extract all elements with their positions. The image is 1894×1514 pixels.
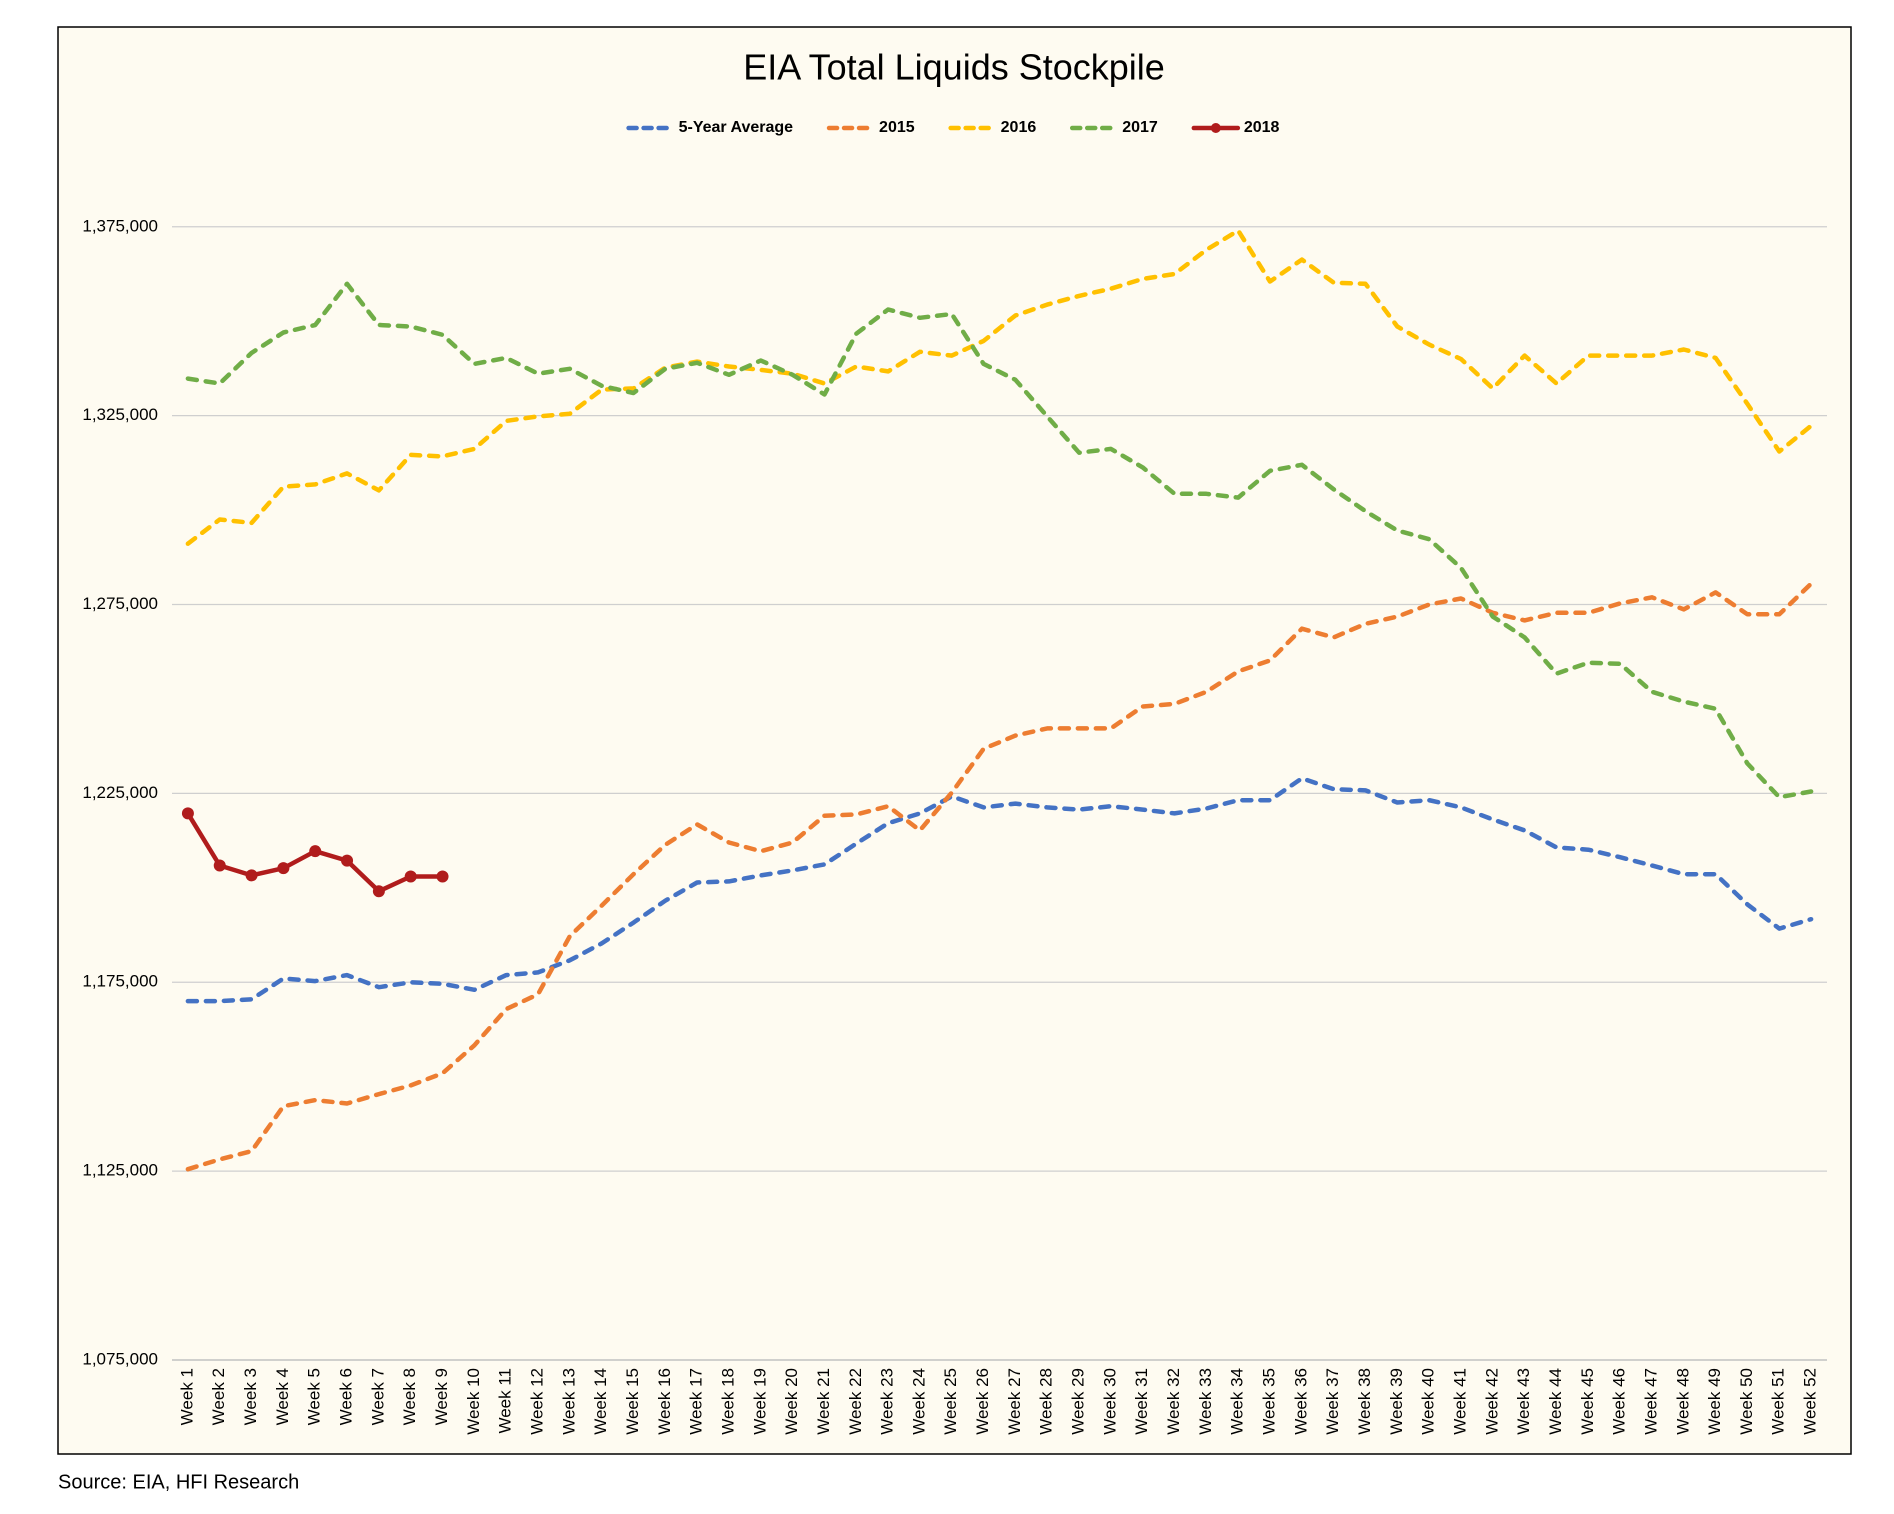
x-tick-label: Week 49 <box>1705 1368 1724 1435</box>
x-tick-label: Week 23 <box>878 1368 897 1435</box>
x-tick-label: Week 50 <box>1737 1368 1756 1435</box>
series-marker <box>309 845 322 858</box>
y-tick-label: 1,175,000 <box>82 972 158 991</box>
x-tick-label: Week 22 <box>846 1368 865 1435</box>
x-tick-label: Week 14 <box>591 1368 610 1435</box>
series-marker <box>181 807 194 820</box>
x-tick-label: Week 41 <box>1450 1368 1469 1435</box>
series-marker <box>213 859 226 872</box>
x-tick-label: Week 31 <box>1132 1368 1151 1435</box>
y-tick-label: 1,225,000 <box>82 783 158 802</box>
x-tick-label: Week 35 <box>1260 1368 1279 1435</box>
x-tick-label: Week 21 <box>814 1368 833 1435</box>
x-tick-label: Week 33 <box>1196 1368 1215 1435</box>
chart-title: EIA Total Liquids Stockpile <box>743 47 1165 88</box>
series-marker <box>372 885 385 898</box>
x-tick-label: Week 19 <box>750 1368 769 1435</box>
series-line <box>185 228 1814 546</box>
series-line <box>185 776 1814 1004</box>
series-marker <box>277 862 290 875</box>
legend: 5-Year Average 2015 2016 2017 2018 <box>626 119 1280 136</box>
x-tick-label: Week 20 <box>782 1368 801 1435</box>
x-tick-label: Week 17 <box>687 1368 706 1435</box>
y-tick-label: 1,125,000 <box>82 1161 158 1180</box>
x-tick-label: Week 46 <box>1610 1368 1629 1435</box>
y-tick-label: 1,075,000 <box>82 1349 158 1368</box>
x-tick-label: Week 52 <box>1801 1368 1820 1435</box>
x-tick-label: Week 5 <box>305 1368 324 1425</box>
x-tick-label: Week 44 <box>1546 1368 1565 1435</box>
x-tick-label: Week 32 <box>1164 1368 1183 1435</box>
x-tick-label: Week 42 <box>1482 1368 1501 1435</box>
x-tick-label: Week 43 <box>1514 1368 1533 1435</box>
x-tick-label: Week 8 <box>400 1368 419 1425</box>
x-tick-label: Week 7 <box>368 1368 387 1425</box>
x-tick-label: Week 15 <box>623 1368 642 1435</box>
x-tick-label: Week 1 <box>177 1368 196 1425</box>
x-tick-label: Week 48 <box>1673 1368 1692 1435</box>
x-tick-label: Week 24 <box>909 1368 928 1435</box>
legend-label: 5-Year Average <box>679 119 794 136</box>
x-tick-label: Week 45 <box>1578 1368 1597 1435</box>
y-tick-label: 1,325,000 <box>82 405 158 424</box>
x-tick-label: Week 18 <box>718 1368 737 1435</box>
series-line <box>185 281 1814 800</box>
legend-label: 2017 <box>1122 119 1158 136</box>
x-tick-label: Week 9 <box>432 1368 451 1425</box>
x-tick-label: Week 38 <box>1355 1368 1374 1435</box>
y-tick-label: 1,275,000 <box>82 594 158 613</box>
x-tick-label: Week 25 <box>941 1368 960 1435</box>
source-note: Source: EIA, HFI Research <box>58 1471 299 1493</box>
x-tick-label: Week 29 <box>1069 1368 1088 1435</box>
x-tick-label: Week 6 <box>337 1368 356 1425</box>
x-tick-label: Week 10 <box>464 1368 483 1435</box>
legend-label: 2016 <box>1001 119 1037 136</box>
x-tick-label: Week 26 <box>973 1368 992 1435</box>
y-tick-label: 1,375,000 <box>82 216 158 235</box>
x-tick-label: Week 11 <box>496 1368 515 1434</box>
legend-label: 2018 <box>1244 119 1280 136</box>
chart-frame <box>57 26 1852 1455</box>
series-marker <box>245 869 258 882</box>
x-tick-label: Week 37 <box>1323 1368 1342 1435</box>
series-marker <box>436 870 449 883</box>
x-tick-label: Week 4 <box>273 1368 292 1425</box>
series-line <box>185 581 1814 1172</box>
legend-marker <box>1210 123 1221 133</box>
x-tick-label: Week 51 <box>1769 1368 1788 1435</box>
x-tick-label: Week 2 <box>209 1368 228 1425</box>
x-tick-label: Week 3 <box>241 1368 260 1425</box>
legend-label: 2015 <box>879 119 915 136</box>
x-tick-label: Week 28 <box>1037 1368 1056 1435</box>
x-tick-label: Week 40 <box>1419 1368 1438 1435</box>
x-tick-label: Week 12 <box>527 1368 546 1435</box>
x-tick-label: Week 30 <box>1100 1368 1119 1435</box>
x-tick-label: Week 47 <box>1641 1368 1660 1435</box>
x-tick-label: Week 36 <box>1291 1368 1310 1435</box>
x-tick-label: Week 39 <box>1387 1368 1406 1435</box>
x-tick-label: Week 34 <box>1228 1368 1247 1435</box>
x-tick-label: Week 13 <box>559 1368 578 1435</box>
x-tick-label: Week 27 <box>1005 1368 1024 1435</box>
x-tick-label: Week 16 <box>655 1368 674 1435</box>
series-marker <box>341 854 354 867</box>
series-marker <box>404 870 417 883</box>
